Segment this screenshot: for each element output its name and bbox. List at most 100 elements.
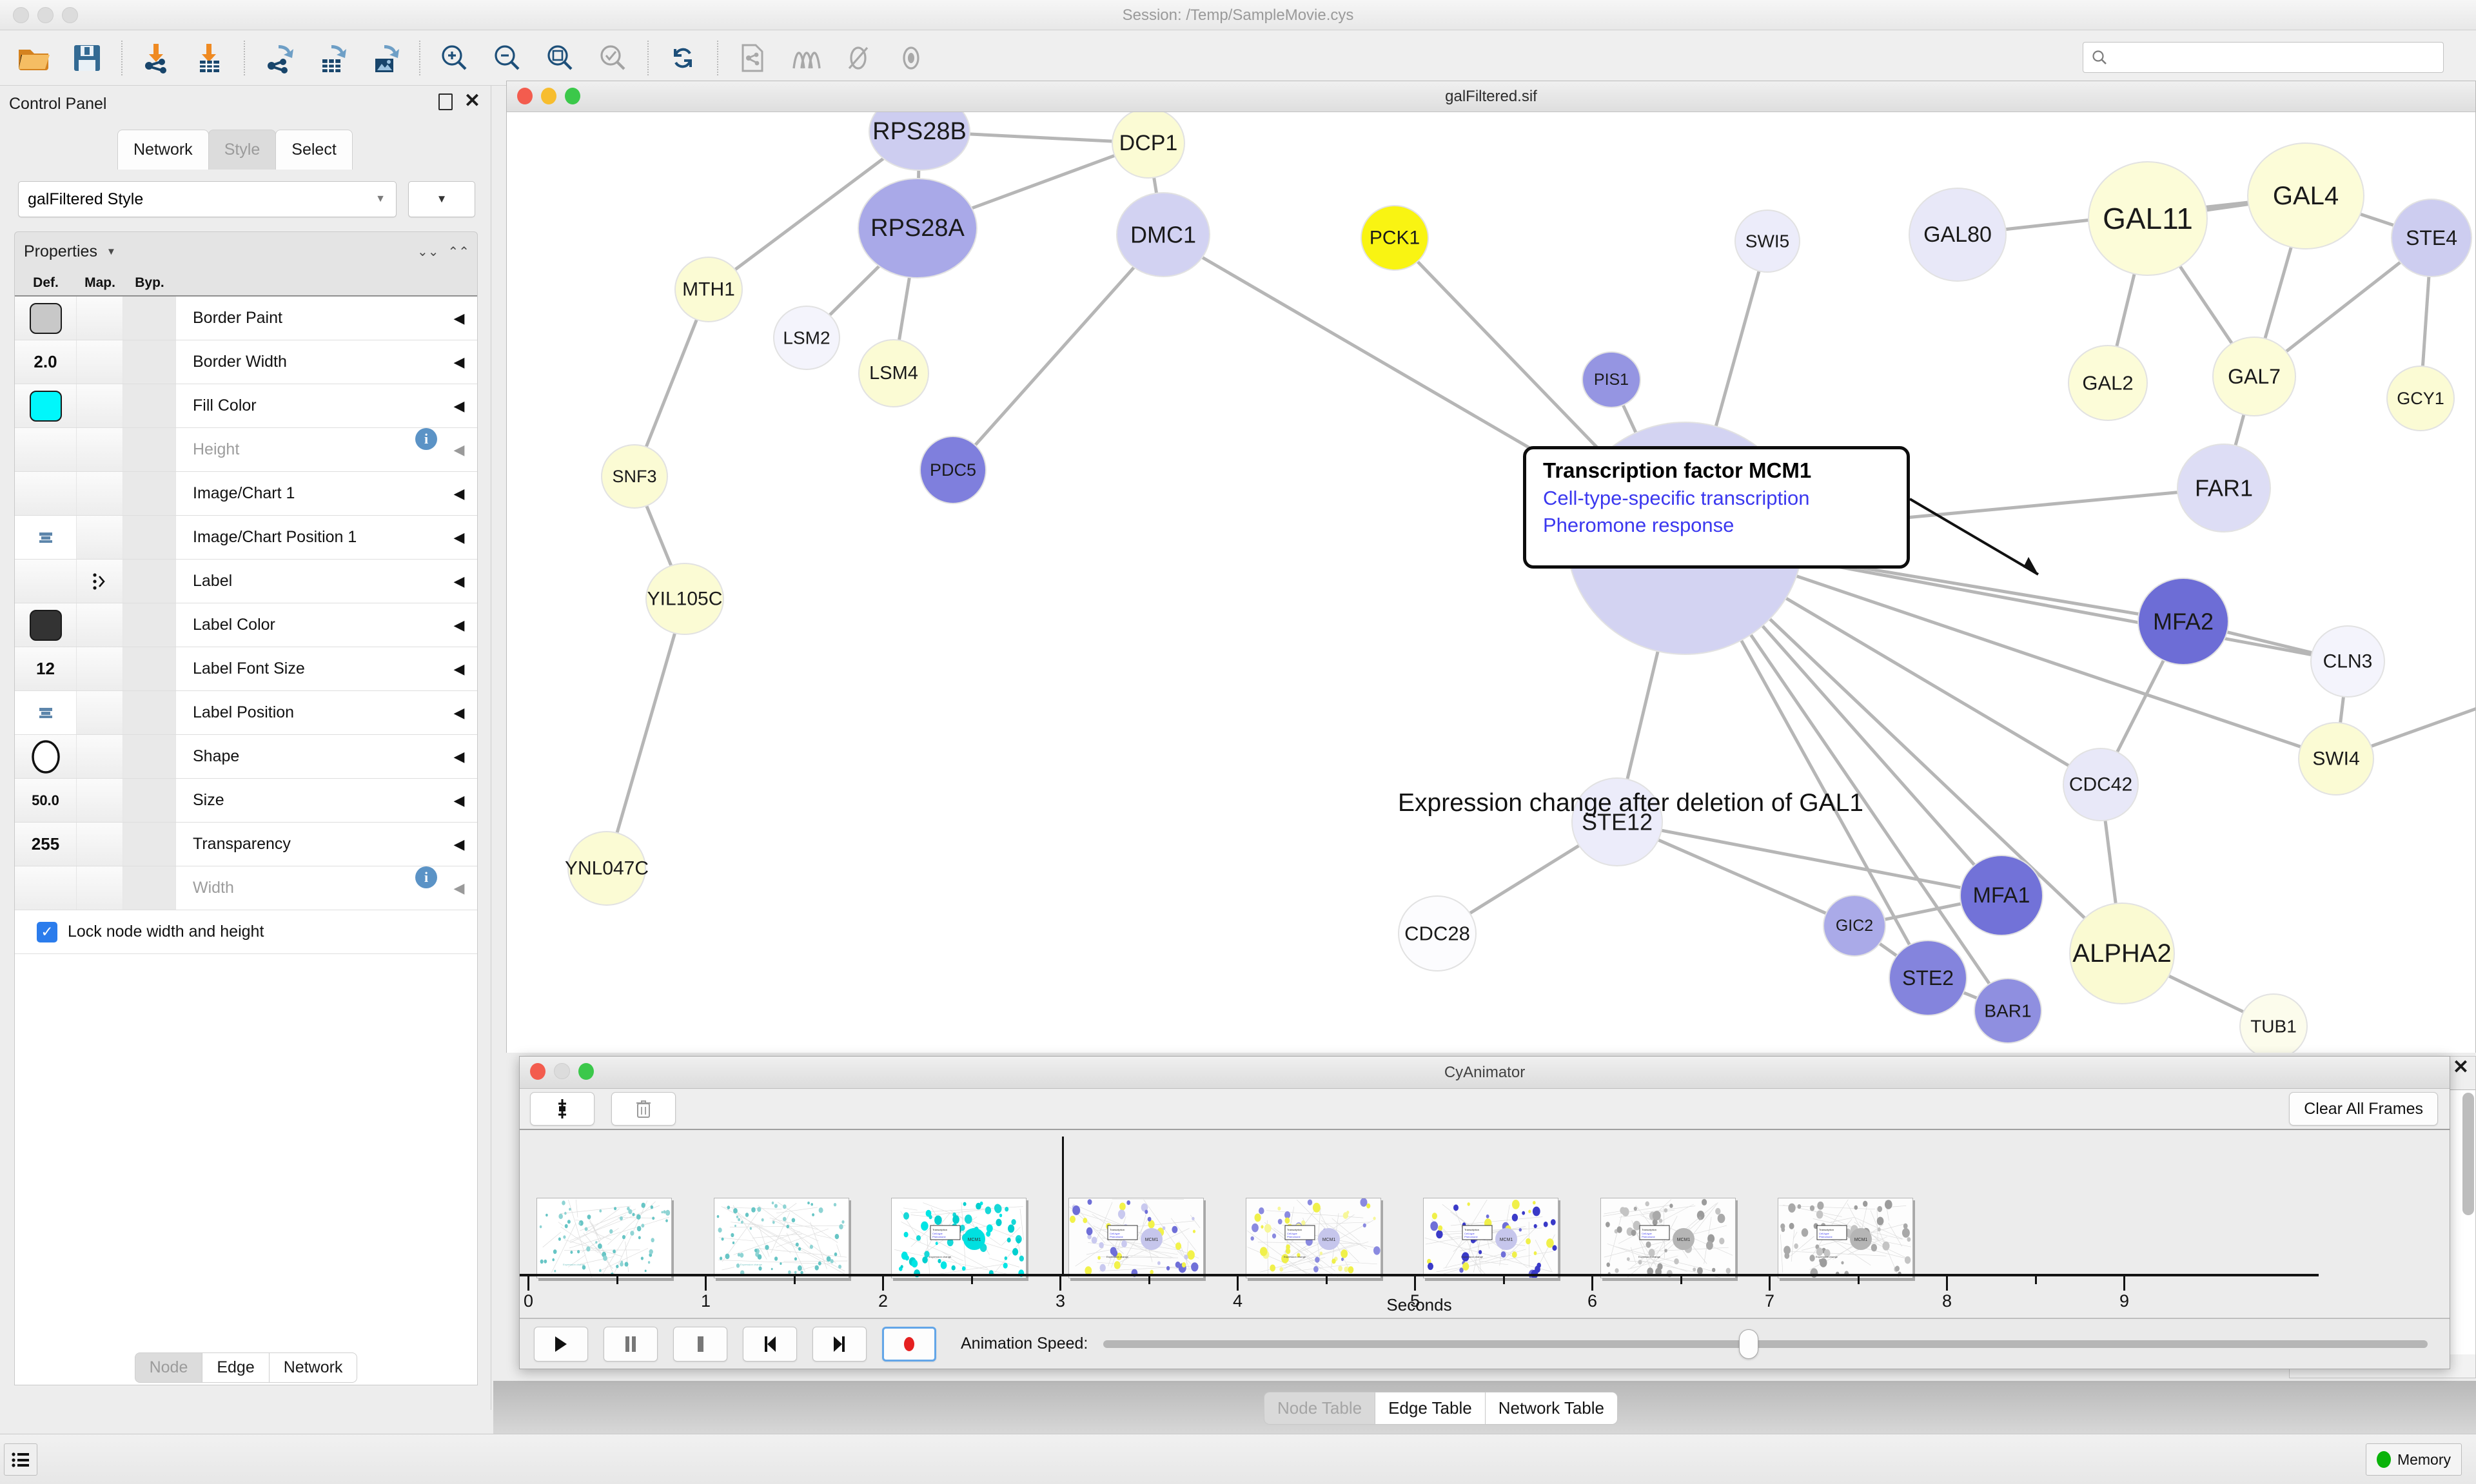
property-mapping-cell[interactable] — [77, 779, 123, 822]
node-ellipse[interactable] — [1974, 978, 2042, 1044]
node-ellipse[interactable] — [869, 112, 970, 171]
network-node-cln3[interactable]: CLN3 — [2310, 625, 2385, 698]
network-node-bar1[interactable]: BAR1 — [1974, 978, 2042, 1044]
bottom-tab-node[interactable]: Node — [134, 1352, 203, 1383]
property-row-height[interactable]: Height i ◀ — [15, 428, 477, 472]
property-bypass-cell[interactable] — [123, 735, 176, 778]
property-default-cell[interactable] — [15, 560, 77, 603]
save-icon[interactable] — [61, 35, 113, 81]
timeline-frames-strip[interactable]: Expression change Expression change MCM1 Tr… — [520, 1130, 2325, 1282]
network-node-mfa2[interactable]: MFA2 — [2137, 578, 2229, 665]
network-graph-svg[interactable]: RPS28B DCP1 RPS28A DMC1 PCK1 SWI5 GAL80 GAL11 GA… — [507, 112, 2475, 1053]
property-expand-arrow-icon[interactable]: ◀ — [453, 704, 465, 721]
property-row-width[interactable]: Width i ◀ — [15, 866, 477, 910]
properties-menu-icon[interactable]: ▼ — [106, 246, 116, 257]
zoom-fit-icon[interactable] — [534, 35, 587, 81]
memory-status-button[interactable]: Memory — [2365, 1443, 2462, 1476]
export-image-icon[interactable] — [359, 35, 411, 81]
network-canvas[interactable]: RPS28B DCP1 RPS28A DMC1 PCK1 SWI5 GAL80 GAL11 GA… — [507, 112, 2475, 1053]
property-expand-arrow-icon[interactable]: ◀ — [453, 441, 465, 458]
info-icon[interactable]: i — [415, 428, 437, 450]
lock-node-size-checkbox[interactable]: ✓ — [37, 921, 57, 942]
property-expand-arrow-icon[interactable]: ◀ — [453, 616, 465, 633]
minimize-network-window-light[interactable] — [541, 88, 556, 104]
zoom-selected-icon[interactable] — [587, 35, 640, 81]
property-bypass-cell[interactable] — [123, 779, 176, 822]
search-input[interactable] — [2108, 49, 2432, 66]
close-table-panel-icon[interactable]: ✕ — [2452, 1057, 2469, 1078]
property-row-transparency[interactable]: 255 Transparency ◀ — [15, 823, 477, 866]
network-node-cdc42[interactable]: CDC42 — [2063, 748, 2139, 821]
network-node-gcy1[interactable]: GCY1 — [2386, 366, 2455, 431]
play-button[interactable] — [534, 1326, 588, 1362]
layout-icon[interactable] — [779, 35, 832, 81]
property-mapping-cell[interactable] — [77, 428, 123, 471]
node-ellipse[interactable] — [2177, 444, 2271, 532]
timeline-frame[interactable]: MCM1 Transcription Cell-type Pheromone Expre… — [1423, 1198, 1558, 1278]
node-ellipse[interactable] — [645, 563, 724, 635]
timeline-frame[interactable]: MCM1 Transcription Cell-type Pheromone Expre… — [1600, 1198, 1736, 1278]
property-row-image-chart-1[interactable]: Image/Chart 1 ◀ — [15, 472, 477, 516]
property-default-cell[interactable] — [15, 735, 77, 778]
property-bypass-cell[interactable] — [123, 823, 176, 866]
animation-speed-slider[interactable] — [1103, 1327, 2428, 1362]
property-bypass-cell[interactable] — [123, 560, 176, 603]
node-ellipse[interactable] — [2310, 625, 2385, 698]
property-bypass-cell[interactable] — [123, 340, 176, 384]
network-node-pis1[interactable]: PIS1 — [1582, 351, 1641, 408]
property-default-cell[interactable] — [15, 428, 77, 471]
network-node-swi5[interactable]: SWI5 — [1734, 210, 1800, 273]
bottom-tab-edge[interactable]: Edge — [202, 1352, 270, 1383]
network-node-ste2[interactable]: STE2 — [1889, 940, 1967, 1016]
node-ellipse[interactable] — [858, 339, 929, 407]
property-default-cell[interactable]: 2.0 — [15, 340, 77, 384]
property-row-image-chart-position-1[interactable]: Image/Chart Position 1 ◀ — [15, 516, 477, 560]
network-node-ste12[interactable]: STE12 — [1571, 777, 1663, 866]
network-node-gal2[interactable]: GAL2 — [2068, 345, 2148, 421]
node-ellipse[interactable] — [2069, 903, 2175, 1004]
property-expand-arrow-icon[interactable]: ◀ — [453, 485, 465, 502]
property-mapping-cell[interactable] — [77, 603, 123, 647]
node-ellipse[interactable] — [1909, 188, 2007, 282]
tab-network[interactable]: Network — [117, 130, 209, 170]
toggle-control-panel-button[interactable] — [4, 1443, 37, 1476]
style-combobox[interactable]: galFiltered Style ▼ — [18, 181, 397, 217]
property-mapping-cell[interactable] — [77, 516, 123, 559]
network-node-ynl047c[interactable]: YNL047C — [565, 831, 649, 906]
add-frame-button[interactable] — [530, 1092, 594, 1126]
network-node-dcp1[interactable]: DCP1 — [1112, 112, 1185, 179]
style-options-menu-button[interactable]: ▼ — [408, 181, 475, 217]
network-node-gal80[interactable]: GAL80 — [1909, 188, 2007, 282]
expand-all-icon[interactable]: ⌃⌃ — [447, 244, 469, 259]
timeline-frame[interactable]: Expression change — [536, 1198, 672, 1278]
property-row-border-paint[interactable]: Border Paint ◀ — [15, 297, 477, 340]
node-ellipse[interactable] — [1960, 855, 2043, 936]
node-ellipse[interactable] — [773, 306, 840, 370]
property-mapping-cell[interactable] — [77, 384, 123, 427]
close-cyanimator-light[interactable] — [530, 1063, 545, 1080]
table-tab-node[interactable]: Node Table — [1264, 1392, 1376, 1425]
network-edge[interactable] — [605, 598, 687, 869]
minimize-window-light[interactable] — [37, 7, 54, 23]
network-node-dmc1[interactable]: DMC1 — [1116, 192, 1210, 277]
node-ellipse[interactable] — [567, 831, 646, 906]
property-row-label-color[interactable]: Label Color ◀ — [15, 603, 477, 647]
network-edge[interactable] — [1616, 820, 2002, 897]
node-annotation-box[interactable]: Transcription factor MCM1 Cell-type-spec… — [1523, 446, 1910, 569]
node-ellipse[interactable] — [1823, 895, 1886, 957]
export-table-icon[interactable] — [306, 35, 359, 81]
property-bypass-cell[interactable] — [123, 428, 176, 471]
network-node-mfa1[interactable]: MFA1 — [1960, 855, 2043, 936]
property-row-border-width[interactable]: 2.0 Border Width ◀ — [15, 340, 477, 384]
network-node-mth1[interactable]: MTH1 — [674, 257, 743, 322]
network-node-lsm4[interactable]: LSM4 — [858, 339, 929, 407]
prev-frame-button[interactable] — [743, 1326, 797, 1362]
network-edge[interactable] — [2335, 649, 2475, 761]
network-node-pck1[interactable]: PCK1 — [1361, 205, 1429, 271]
network-node-pdc5[interactable]: PDC5 — [919, 436, 987, 504]
property-row-label[interactable]: Label ◀ — [15, 560, 477, 603]
property-default-cell[interactable] — [15, 603, 77, 647]
node-ellipse[interactable] — [2137, 578, 2229, 665]
property-default-cell[interactable] — [15, 691, 77, 734]
property-default-cell[interactable] — [15, 384, 77, 427]
